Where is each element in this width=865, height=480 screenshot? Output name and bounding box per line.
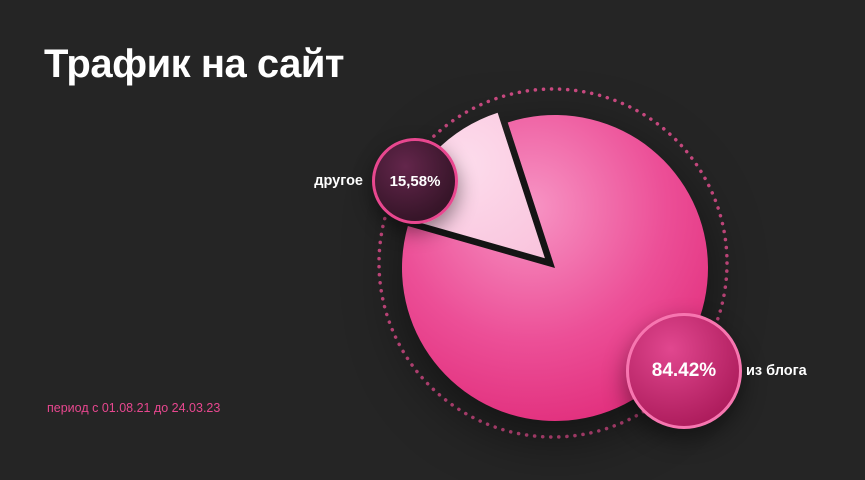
slice-label-other: другое (314, 173, 363, 189)
period-note: период с 01.08.21 до 24.03.23 (47, 401, 221, 415)
percent-value-other: 15,58% (389, 172, 441, 190)
dotted-ring (377, 87, 729, 439)
page-title: Трафик на сайт (44, 42, 345, 86)
percent-badge-other: 15,58% (372, 138, 458, 224)
pie-slice-1 (397, 112, 545, 259)
slice-label-blog: из блога (746, 363, 807, 379)
percent-badge-blog: 84.42% (626, 313, 742, 429)
percent-value-blog: 84.42% (651, 360, 717, 381)
